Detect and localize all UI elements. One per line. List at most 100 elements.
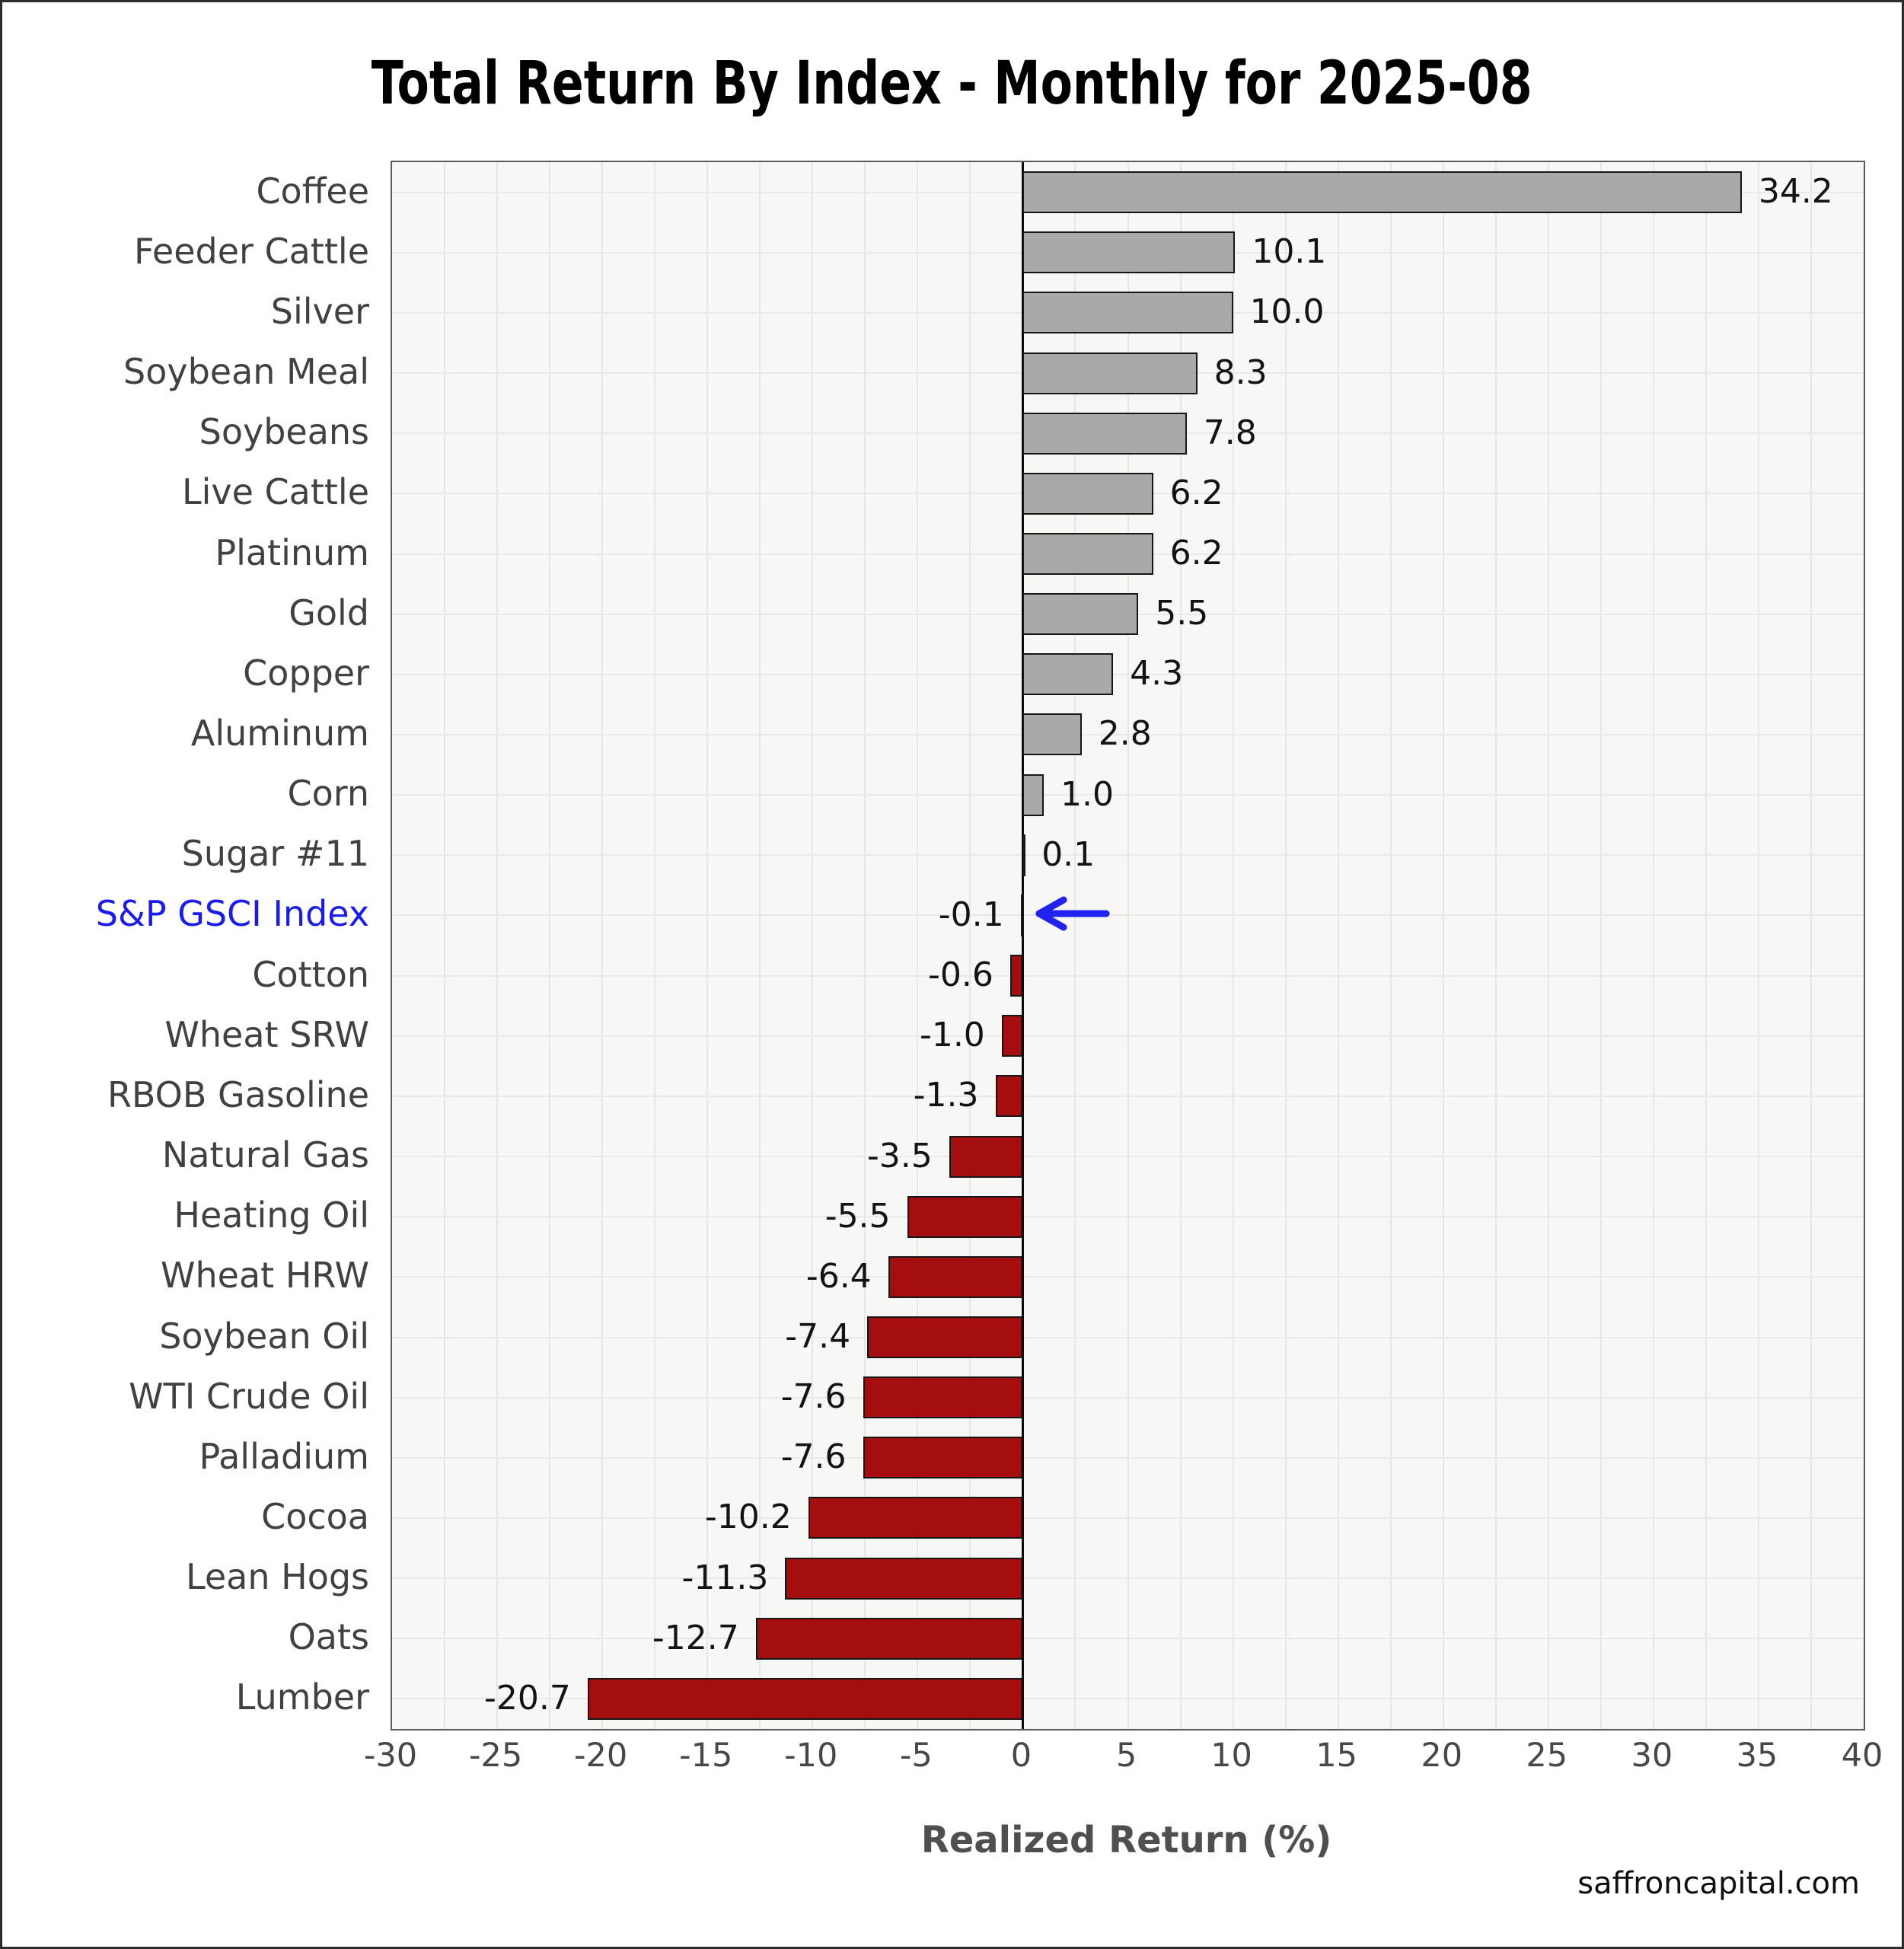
- highlight-arrow-icon: [1035, 896, 1110, 931]
- bar-value-label: 2.8: [1098, 714, 1152, 754]
- x-tick-label: -15: [679, 1737, 733, 1775]
- gridline-x: [864, 162, 866, 1729]
- gridline-y: [392, 733, 1864, 735]
- category-label-aluminum: Aluminum: [190, 712, 369, 754]
- bar-value-label: -20.7: [483, 1678, 571, 1718]
- category-label-soybean-oil: Soybean Oil: [159, 1315, 369, 1357]
- bar-silver: [1022, 292, 1233, 334]
- chart-title: Total Return By Index - Monthly for 2025…: [2, 49, 1902, 118]
- gridline-x: [969, 162, 971, 1729]
- bar-soybean-oil: [867, 1316, 1023, 1358]
- bar-value-label: 5.5: [1155, 594, 1209, 633]
- category-label-palladium: Palladium: [199, 1435, 369, 1477]
- bar-value-label: -12.7: [652, 1618, 739, 1657]
- category-label-platinum: Platinum: [215, 531, 369, 573]
- category-label-heating-oil: Heating Oil: [174, 1195, 369, 1236]
- x-tick-label: 35: [1736, 1737, 1778, 1775]
- bar-value-label: -7.6: [780, 1377, 847, 1417]
- gridline-x: [1232, 162, 1234, 1729]
- bar-wheat-hrw: [888, 1255, 1023, 1298]
- bar-value-label: 8.3: [1214, 352, 1268, 392]
- bar-value-label: -3.5: [866, 1136, 933, 1175]
- gridline-y: [392, 1456, 1864, 1459]
- gridline-x: [706, 162, 709, 1729]
- gridline-y: [392, 794, 1864, 796]
- gridline-y: [392, 1698, 1864, 1700]
- x-tick-label: -20: [574, 1737, 628, 1775]
- category-label-natural-gas: Natural Gas: [161, 1134, 369, 1176]
- bar-value-label: 0.1: [1041, 834, 1096, 874]
- bar-lean-hogs: [785, 1557, 1023, 1600]
- bar-value-label: -0.1: [938, 895, 1004, 934]
- x-tick-label: 10: [1210, 1737, 1252, 1775]
- bar-value-label: -10.2: [704, 1498, 792, 1537]
- category-label-feeder-cattle: Feeder Cattle: [133, 230, 369, 272]
- gridline-x: [1757, 162, 1759, 1729]
- x-tick-label: -5: [899, 1737, 933, 1775]
- x-tick-label: -25: [468, 1737, 523, 1775]
- gridline-x: [1494, 162, 1497, 1729]
- bar-coffee: [1022, 171, 1742, 214]
- bar-feeder-cattle: [1022, 231, 1236, 274]
- category-label-copper: Copper: [243, 652, 369, 694]
- bar-palladium: [863, 1437, 1023, 1479]
- bar-s-p-gsci-index: [1020, 894, 1024, 936]
- gridline-x: [1652, 162, 1654, 1729]
- gridline-x: [917, 162, 919, 1729]
- x-tick-label: -30: [363, 1737, 418, 1775]
- bar-copper: [1022, 653, 1114, 696]
- gridline-y: [392, 1156, 1864, 1158]
- gridline-y: [392, 974, 1864, 977]
- bar-live-cattle: [1022, 472, 1153, 515]
- bar-platinum: [1022, 533, 1153, 575]
- category-label-s-p-gsci-index: S&P GSCI Index: [95, 893, 369, 935]
- bar-value-label: 7.8: [1203, 413, 1257, 452]
- gridline-y: [392, 1035, 1864, 1037]
- category-label-soybeans: Soybeans: [199, 411, 369, 453]
- bar-wti-crude-oil: [863, 1376, 1023, 1419]
- gridline-y: [392, 1095, 1864, 1097]
- gridline-y: [392, 1396, 1864, 1399]
- bar-soybean-meal: [1022, 352, 1198, 394]
- bar-wheat-srw: [1001, 1015, 1023, 1057]
- gridline-x: [1547, 162, 1549, 1729]
- category-label-wti-crude-oil: WTI Crude Oil: [129, 1375, 369, 1417]
- gridline-x: [812, 162, 814, 1729]
- chart-title-text: Total Return By Index - Monthly for 2025…: [372, 49, 1532, 118]
- bar-value-label: 34.2: [1758, 172, 1833, 212]
- category-label-wheat-srw: Wheat SRW: [164, 1013, 369, 1055]
- category-label-silver: Silver: [270, 290, 369, 332]
- x-tick-label: 40: [1841, 1737, 1883, 1775]
- bar-natural-gas: [949, 1135, 1023, 1178]
- bar-value-label: -6.4: [805, 1256, 872, 1296]
- category-label-oats: Oats: [288, 1616, 369, 1658]
- bar-heating-oil: [907, 1195, 1023, 1238]
- gridline-x: [1284, 162, 1287, 1729]
- bar-gold: [1022, 593, 1139, 636]
- bar-value-label: -7.6: [780, 1437, 847, 1477]
- x-tick-label: 30: [1631, 1737, 1673, 1775]
- bar-oats: [755, 1617, 1023, 1660]
- gridline-y: [392, 673, 1864, 675]
- bar-value-label: 6.2: [1169, 534, 1223, 573]
- category-label-wheat-hrw: Wheat HRW: [161, 1255, 369, 1297]
- gridline-y: [392, 1276, 1864, 1278]
- x-tick-label: 25: [1526, 1737, 1568, 1775]
- bar-value-label: 6.2: [1169, 473, 1223, 512]
- category-label-rbob-gasoline: RBOB Gasoline: [107, 1073, 369, 1115]
- bar-value-label: -0.6: [928, 955, 993, 995]
- gridline-x: [601, 162, 604, 1729]
- gridline-x: [759, 162, 761, 1729]
- bar-value-label: -7.4: [785, 1317, 851, 1356]
- category-label-sugar-11: Sugar #11: [181, 833, 369, 875]
- gridline-y: [392, 1336, 1864, 1338]
- x-tick-label: 0: [1010, 1737, 1032, 1775]
- gridline-x: [1599, 162, 1602, 1729]
- gridline-x: [1705, 162, 1707, 1729]
- gridline-x: [1127, 162, 1129, 1729]
- category-label-lean-hogs: Lean Hogs: [186, 1556, 369, 1598]
- bar-value-label: 4.3: [1130, 654, 1184, 694]
- footer-watermark: saffroncapital.com: [1577, 1866, 1860, 1901]
- gridline-x: [1337, 162, 1339, 1729]
